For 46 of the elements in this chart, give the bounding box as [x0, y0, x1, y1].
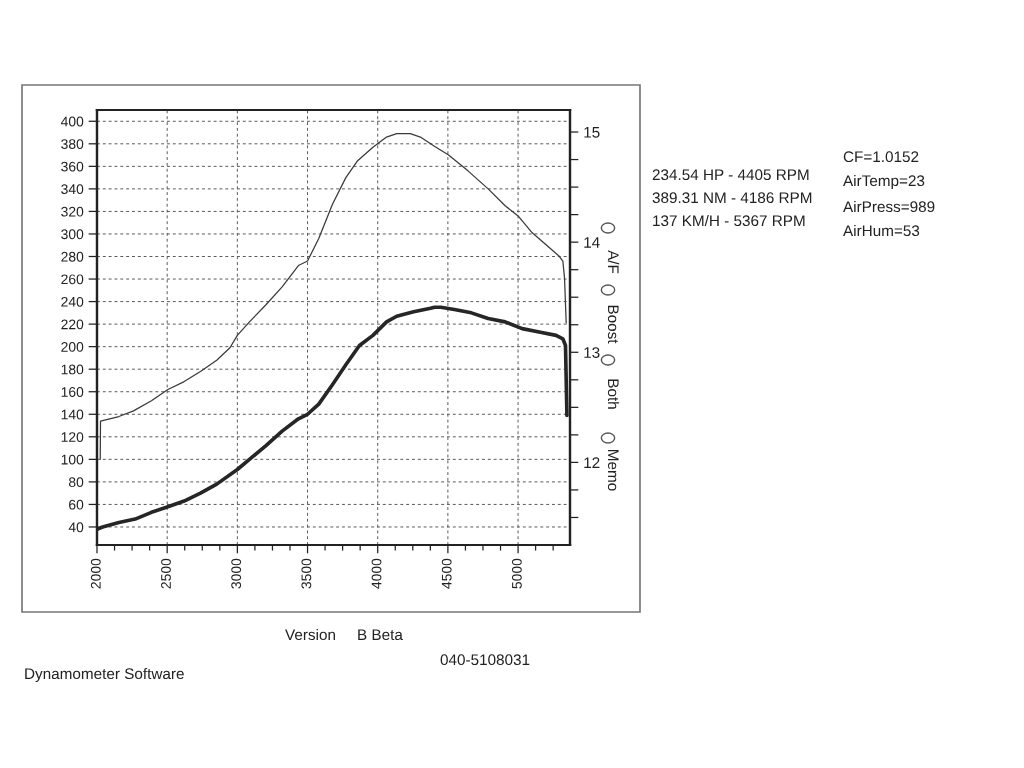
text: AirHum=53: [843, 224, 920, 237]
x-tick-label: 3500: [301, 558, 312, 589]
y-tick-label: 360: [61, 161, 84, 172]
y-tick-label: 180: [61, 364, 84, 375]
y2-tick-label: 12: [584, 457, 600, 468]
y-tick-label: 260: [61, 274, 84, 285]
y-tick-label: 220: [61, 319, 84, 330]
x-tick-label: 4000: [371, 558, 382, 589]
x-tick-label: 2500: [161, 558, 171, 589]
y-tick-label: 140: [61, 409, 84, 420]
text: CF=1.0152: [843, 151, 919, 163]
text: 040-5108031: [440, 654, 530, 666]
text: B Beta: [358, 629, 403, 641]
x-tick-label: 5000: [511, 558, 522, 589]
text: 137 KM/H - 5367 RPM: [653, 214, 805, 227]
y-tick-label: 100: [61, 454, 84, 465]
y-tick-label: 300: [61, 229, 84, 240]
y-tick-label: 200: [61, 341, 84, 352]
y-tick-label: 340: [61, 184, 84, 195]
y-tick-label: 60: [69, 499, 84, 510]
y-tick-label: 380: [61, 139, 84, 149]
y2-tick-label: 13: [584, 347, 600, 358]
line-series: [99, 133, 567, 460]
x-tick-label: 2000: [90, 558, 101, 589]
y-tick-label: 400: [60, 116, 84, 127]
y2-tick-label: 14: [584, 237, 600, 248]
text: AirPress=989: [843, 200, 935, 213]
text: Dynamometer Software: [25, 667, 184, 683]
text: Version: [285, 628, 335, 641]
y-tick-label: 120: [61, 432, 84, 442]
text: A/F: [607, 250, 620, 274]
y-tick-label: 80: [68, 477, 84, 488]
x-tick-label: 4500: [441, 558, 452, 589]
x-tick-label: 3000: [231, 558, 242, 589]
y-tick-label: 240: [61, 296, 84, 307]
text: Both: [607, 379, 620, 409]
y-tick-label: 320: [61, 206, 84, 217]
text: 234.54 HP - 4405 RPM: [652, 169, 809, 181]
text: 389.31 NM - 4186 RPM: [652, 192, 812, 204]
text: AirTemp=23: [843, 174, 925, 190]
y-tick-label: 280: [61, 251, 84, 262]
text: Boost: [607, 305, 619, 344]
y-tick-label: 40: [68, 522, 84, 533]
text: Memo: [607, 450, 619, 491]
y2-tick-label: 15: [584, 127, 600, 138]
y-tick-label: 160: [61, 387, 84, 397]
